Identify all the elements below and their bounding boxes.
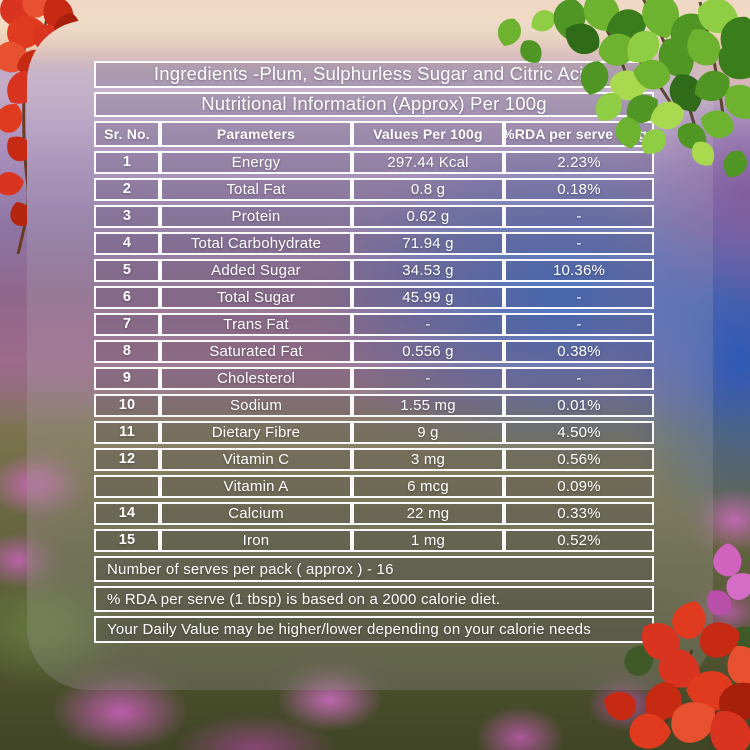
rda-cell: - <box>504 313 654 336</box>
parameter-cell: Total Fat <box>160 178 352 201</box>
sr-no-cell: 5 <box>94 259 160 282</box>
rda-cell: 2.23% <box>504 151 654 174</box>
parameter-cell: Dietary Fibre <box>160 421 352 444</box>
ingredients-line: Ingredients -Plum, Sulphurless Sugar and… <box>94 61 654 88</box>
parameter-cell: Iron <box>160 529 352 552</box>
column-header-sr-no: Sr. No. <box>94 121 160 147</box>
nutrition-table: Ingredients -Plum, Sulphurless Sugar and… <box>94 61 654 643</box>
rda-cell: 0.38% <box>504 340 654 363</box>
parameter-cell: Vitamin C <box>160 448 352 471</box>
rda-cell: - <box>504 205 654 228</box>
rda-cell: - <box>504 367 654 390</box>
value-cell: 0.556 g <box>352 340 504 363</box>
rda-cell: 4.50% <box>504 421 654 444</box>
parameter-cell: Protein <box>160 205 352 228</box>
value-cell: 9 g <box>352 421 504 444</box>
rda-cell: 0.52% <box>504 529 654 552</box>
sr-no-cell: 6 <box>94 286 160 309</box>
sr-no-cell: 15 <box>94 529 160 552</box>
value-cell: 0.8 g <box>352 178 504 201</box>
daily-value-note: Your Daily Value may be higher/lower dep… <box>94 616 654 643</box>
sr-no-cell: 10 <box>94 394 160 417</box>
value-cell: 6 mcg <box>352 475 504 498</box>
sr-no-cell: 11 <box>94 421 160 444</box>
value-cell: - <box>352 367 504 390</box>
parameter-cell: Calcium <box>160 502 352 525</box>
rda-cell: - <box>504 232 654 255</box>
parameter-cell: Total Sugar <box>160 286 352 309</box>
value-cell: 45.99 g <box>352 286 504 309</box>
parameter-cell: Cholesterol <box>160 367 352 390</box>
parameter-cell: Trans Fat <box>160 313 352 336</box>
parameter-cell: Total Carbohydrate <box>160 232 352 255</box>
card-veil <box>27 20 713 690</box>
rda-cell: 0.01% <box>504 394 654 417</box>
value-cell: 1.55 mg <box>352 394 504 417</box>
red-flowers-bottomright-decoration <box>599 543 750 750</box>
value-cell: - <box>352 313 504 336</box>
sr-no-cell: 7 <box>94 313 160 336</box>
sr-no-cell: 1 <box>94 151 160 174</box>
rda-cell: 0.56% <box>504 448 654 471</box>
column-header-values: Values Per 100g <box>352 121 504 147</box>
blurred-background <box>27 20 713 690</box>
sr-no-cell: 12 <box>94 448 160 471</box>
parameter-cell: Saturated Fat <box>160 340 352 363</box>
sr-no-cell: 14 <box>94 502 160 525</box>
sr-no-cell: 2 <box>94 178 160 201</box>
rda-cell: - <box>504 286 654 309</box>
sr-no-cell: 9 <box>94 367 160 390</box>
parameter-cell: Added Sugar <box>160 259 352 282</box>
sr-no-cell: 3 <box>94 205 160 228</box>
value-cell: 297.44 Kcal <box>352 151 504 174</box>
parameter-cell: Sodium <box>160 394 352 417</box>
value-cell: 71.94 g <box>352 232 504 255</box>
tree-leaves-overlay <box>493 0 750 183</box>
serves-per-pack-note: Number of serves per pack ( approx ) - 1… <box>94 556 654 582</box>
sr-no-cell: 8 <box>94 340 160 363</box>
rda-cell: 0.33% <box>504 502 654 525</box>
value-cell: 1 mg <box>352 529 504 552</box>
sr-no-cell-empty <box>94 475 160 498</box>
parameter-cell: Vitamin A <box>160 475 352 498</box>
nutrition-title: Nutritional Information (Approx) Per 100… <box>94 92 654 117</box>
rda-basis-note: % RDA per serve (1 tbsp) is based on a 2… <box>94 586 654 612</box>
rda-cell: 10.36% <box>504 259 654 282</box>
column-header-parameters: Parameters <box>160 121 352 147</box>
parameter-cell: Energy <box>160 151 352 174</box>
sr-no-cell: 4 <box>94 232 160 255</box>
value-cell: 34.53 g <box>352 259 504 282</box>
value-cell: 3 mg <box>352 448 504 471</box>
frosted-card <box>27 20 713 690</box>
value-cell: 22 mg <box>352 502 504 525</box>
rda-cell: 0.18% <box>504 178 654 201</box>
value-cell: 0.62 g <box>352 205 504 228</box>
rda-cell: 0.09% <box>504 475 654 498</box>
